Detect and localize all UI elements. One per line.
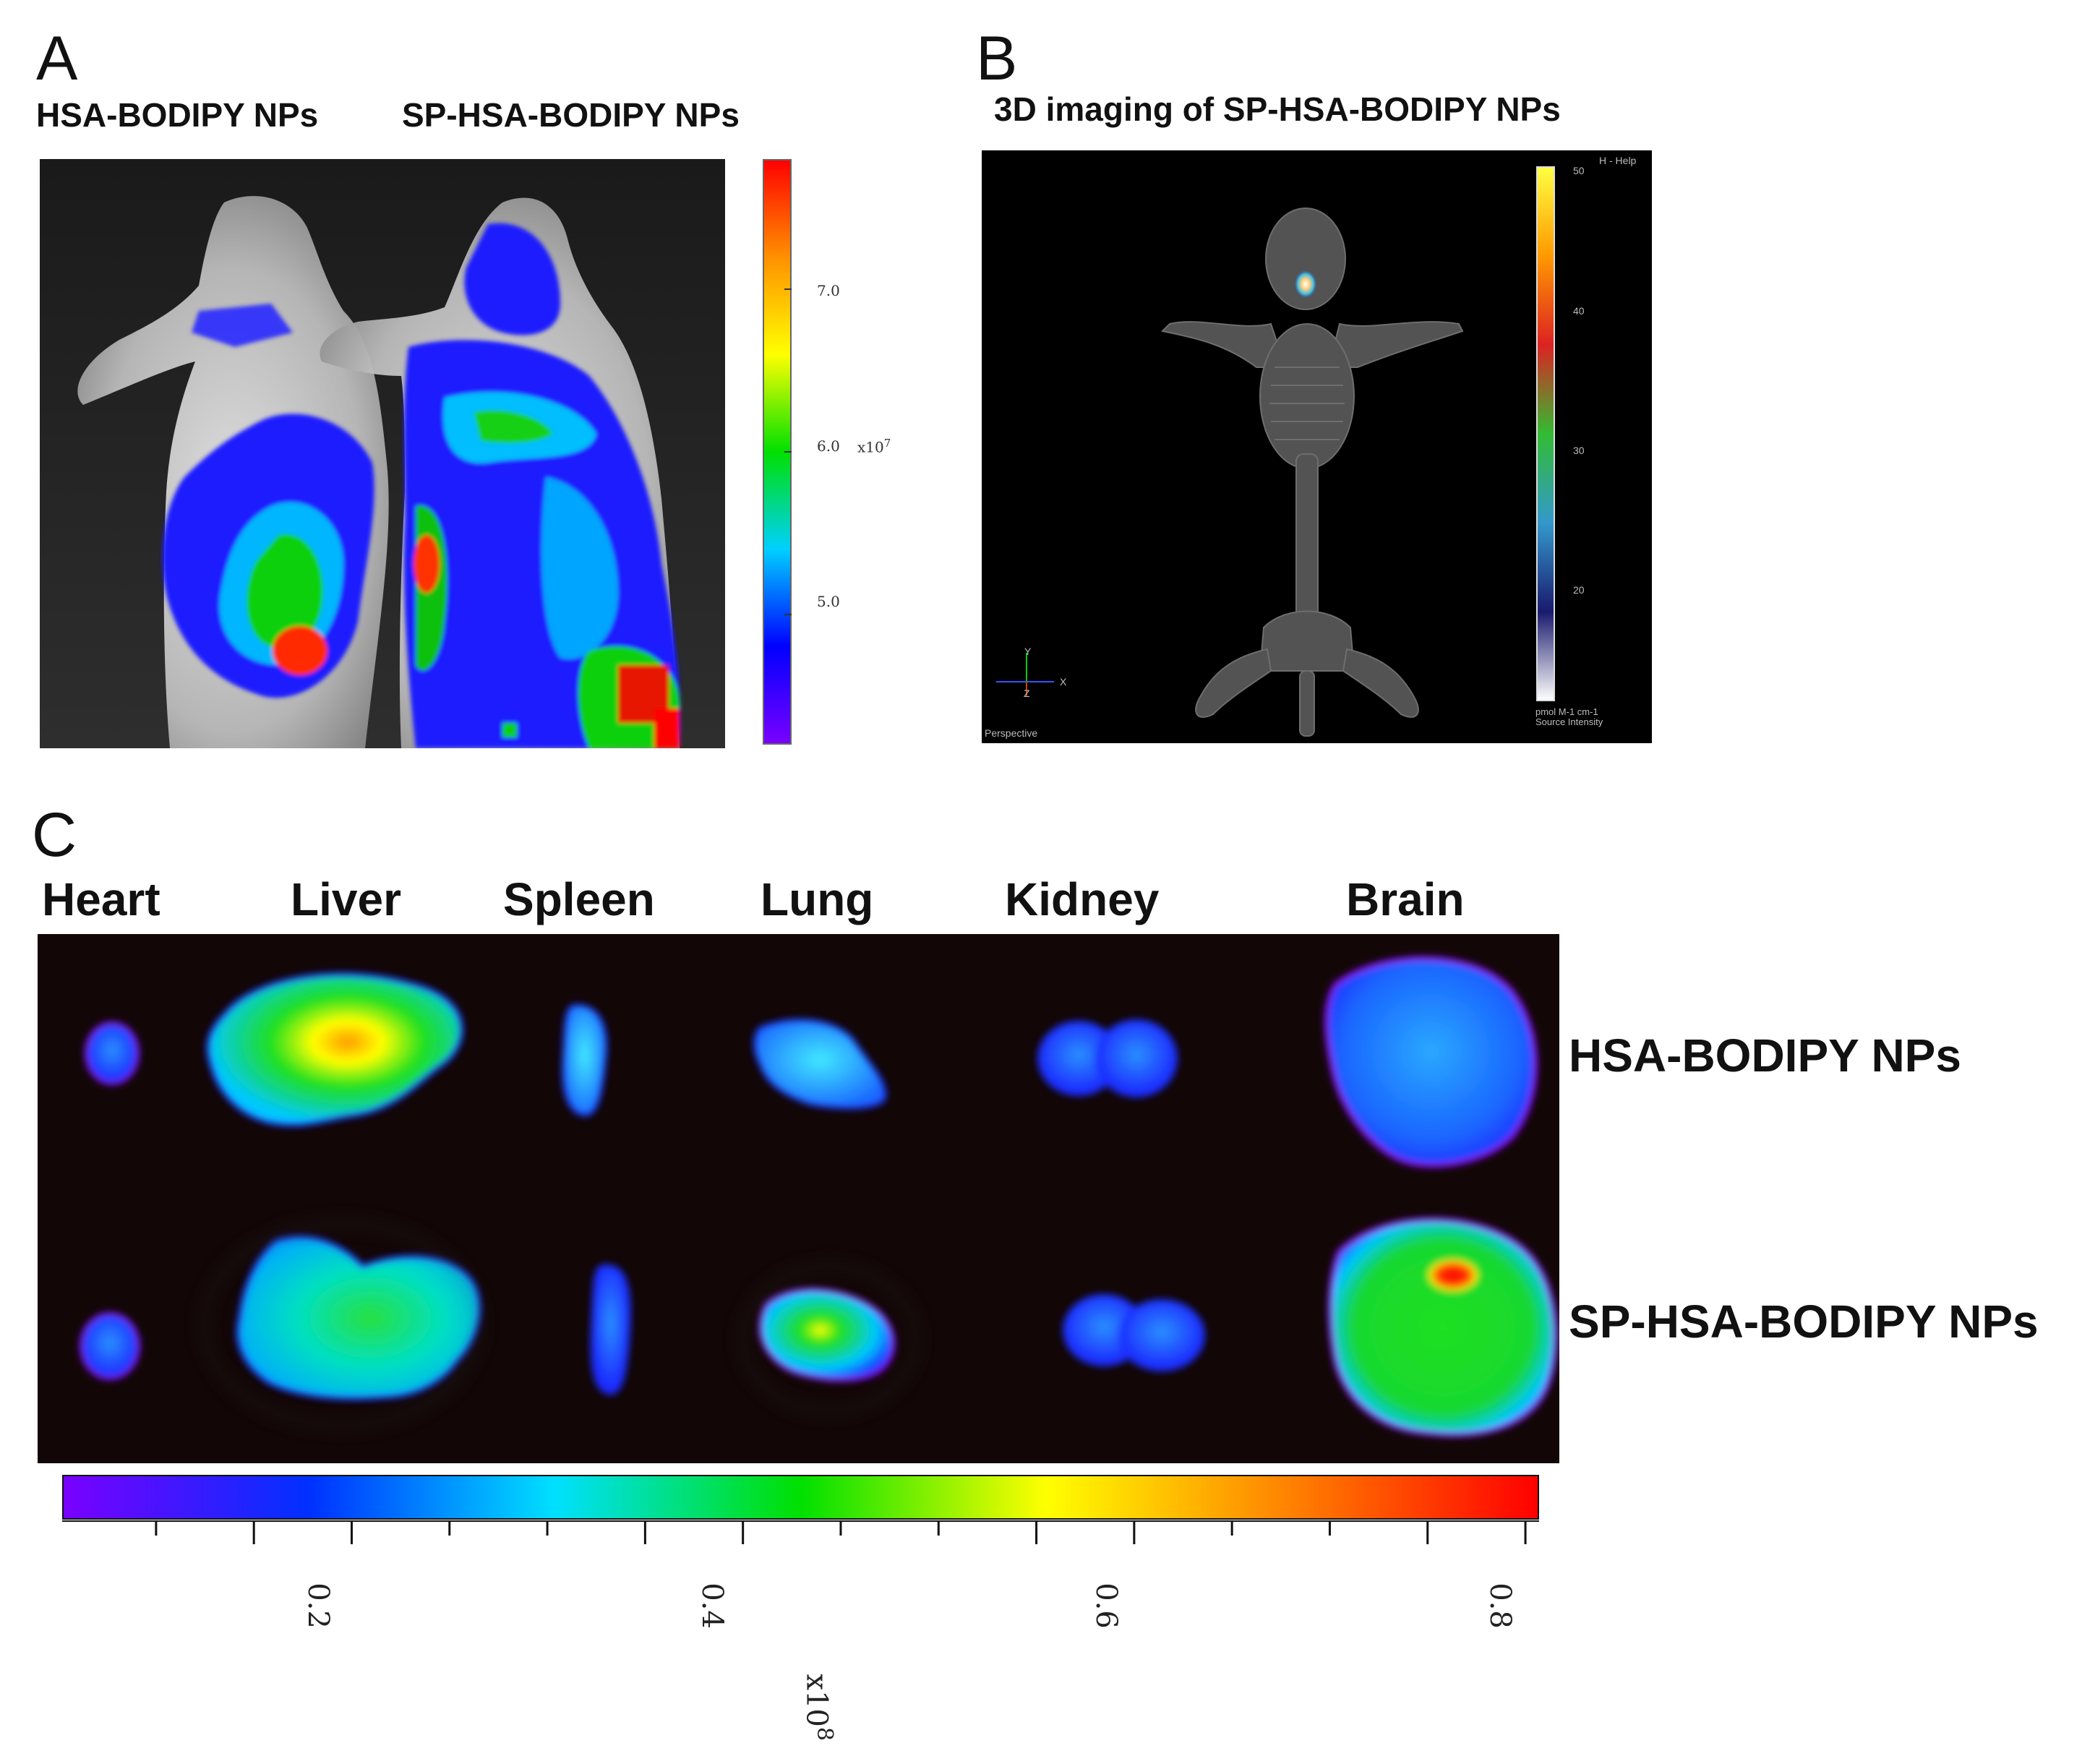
- organ-label-liver: Liver: [291, 873, 401, 925]
- panel-c-colorbar-axis: [62, 1520, 1539, 1549]
- panel-a-colorbar-tick: 6.0: [817, 437, 840, 455]
- organ-label-brain: Brain: [1346, 873, 1465, 925]
- panel-a-colorbar-tick: 7.0: [817, 282, 840, 299]
- panel-a-letter: A: [36, 24, 78, 93]
- panel-b-letter: B: [976, 24, 1018, 93]
- panel-a-colorbar-multiplier: x107: [857, 437, 891, 456]
- colorbar-fill: [62, 1475, 1539, 1520]
- panel-b-unit-line1: pmol M-1 cm-1: [1535, 706, 1598, 717]
- panel-b-unit-line2: Source Intensity: [1535, 716, 1603, 727]
- panel-b-axis-z: Z: [1024, 688, 1030, 699]
- panel-c-colorbar-tick: 0.6: [1089, 1583, 1123, 1629]
- panel-a-colorbar-tick: 5.0: [817, 593, 840, 610]
- panel-c-colorbar-tick: 0.4: [695, 1583, 729, 1629]
- panel-b-colorbar: [1536, 166, 1555, 701]
- panel-a-label-right: SP-HSA-BODIPY NPs: [402, 96, 740, 134]
- panel-a-label-left: HSA-BODIPY NPs: [36, 96, 319, 134]
- panel-a-colorbar: [763, 159, 792, 745]
- row-label-hsa: HSA-BODIPY NPs: [1569, 1029, 1961, 1082]
- panel-c-multiplier-base: x10: [800, 1674, 834, 1727]
- panel-c-organ-image: [38, 934, 1559, 1463]
- panel-c-organ-fluorescence: [80, 956, 1558, 1437]
- colorbar-fill: [1536, 166, 1555, 701]
- panel-c-colorbar-multiplier: x108: [800, 1674, 837, 1741]
- organ-label-spleen: Spleen: [503, 873, 655, 925]
- panel-b-colorbar-tick: 40: [1573, 305, 1585, 317]
- panel-b-colorbar-gradient: [1536, 166, 1555, 701]
- panel-b-colorbar-tick: 20: [1573, 584, 1585, 596]
- panel-b-axis-y: Y: [1024, 646, 1032, 657]
- panel-b-colorbar-tick: 50: [1573, 165, 1585, 176]
- panel-a-mouse-photo: [40, 159, 725, 748]
- panel-a-multiplier-exponent: 7: [883, 437, 891, 450]
- panel-b-colorbar-tick: 30: [1573, 445, 1585, 456]
- panel-a-mouse-image: [40, 159, 725, 748]
- panel-c-multiplier-exponent: 8: [811, 1726, 837, 1741]
- panel-b-help-hint[interactable]: H - Help: [1599, 155, 1637, 166]
- panel-c-colorbar-gradient: [62, 1475, 1539, 1520]
- panel-c-colorbar-tick: 0.8: [1483, 1583, 1517, 1629]
- panel-b-axis-x: X: [1060, 676, 1067, 688]
- panel-c-letter: C: [32, 800, 77, 870]
- panel-b-view-mode: Perspective: [985, 727, 1038, 739]
- panel-a-multiplier-base: x10: [857, 438, 884, 456]
- panel-b-colorbar-unit: pmol M-1 cm-1 Source Intensity: [1535, 707, 1603, 727]
- panel-c-colorbar-tick: 0.2: [301, 1583, 335, 1629]
- panel-b-title: 3D imaging of SP-HSA-BODIPY NPs: [994, 90, 1561, 128]
- organ-label-kidney: Kidney: [1005, 873, 1160, 925]
- panel-c-colorbar: [62, 1475, 1539, 1520]
- panel-c-colorbar-ticks: [62, 1520, 1539, 1544]
- panel-a-colorbar-gradient: [763, 159, 792, 745]
- panel-b-skeleton-render: [996, 207, 1464, 737]
- row-label-sp-hsa: SP-HSA-BODIPY NPs: [1569, 1296, 2039, 1348]
- organ-label-heart: Heart: [42, 873, 160, 925]
- organ-label-lung: Lung: [761, 873, 874, 925]
